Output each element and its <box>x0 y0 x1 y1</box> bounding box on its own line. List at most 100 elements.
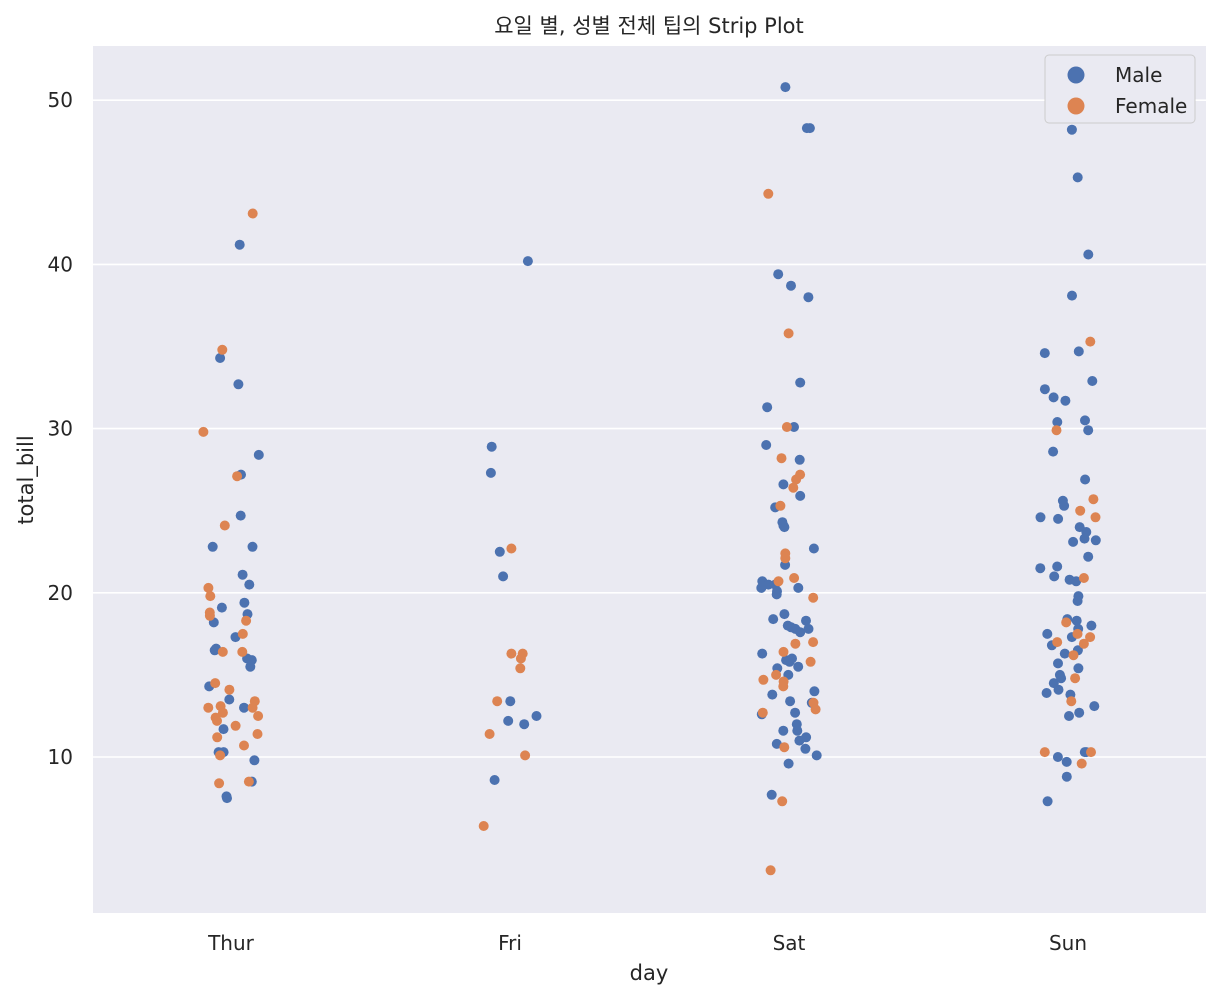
data-point-female <box>775 500 786 511</box>
data-point-male <box>519 719 530 730</box>
data-point-male <box>1052 561 1063 572</box>
data-point-female <box>757 707 768 718</box>
data-point-male <box>207 541 218 552</box>
data-point-male <box>1064 711 1074 721</box>
data-point-female <box>219 520 230 531</box>
data-point-male <box>1090 535 1101 546</box>
legend: Male Female <box>1044 54 1196 124</box>
data-point-female <box>791 474 802 485</box>
data-point-female <box>520 750 531 761</box>
data-point-male <box>1089 701 1100 712</box>
data-point-female <box>1068 650 1079 661</box>
data-point-female <box>224 684 235 695</box>
data-point-male <box>1074 707 1085 718</box>
y-tick-label: 30 <box>48 417 73 441</box>
chart-title: 요일 별, 성별 전체 팁의 Strip Plot <box>494 14 804 38</box>
data-point-male <box>234 239 245 250</box>
data-point-female <box>230 720 241 731</box>
data-point-male <box>771 589 782 600</box>
data-point-male <box>793 661 804 672</box>
data-point-male <box>779 609 790 620</box>
data-point-male <box>253 449 264 460</box>
data-point-male <box>486 441 497 452</box>
data-point-male <box>1080 474 1091 485</box>
data-point-male <box>1072 596 1083 606</box>
data-point-male <box>218 724 229 735</box>
data-point-male <box>1072 172 1083 183</box>
x-tick-label: Sat <box>773 931 806 955</box>
y-tick-label: 10 <box>48 745 73 769</box>
data-point-female <box>506 648 517 659</box>
data-point-female <box>783 328 794 339</box>
data-point-male <box>784 656 795 667</box>
data-point-male <box>494 546 505 557</box>
data-point-female <box>808 592 819 603</box>
data-point-male <box>1083 425 1094 436</box>
data-points <box>198 82 1101 876</box>
data-point-male <box>803 292 814 303</box>
data-point-male <box>522 256 533 267</box>
data-point-male <box>778 479 789 490</box>
data-point-male <box>793 582 804 593</box>
data-point-male <box>1035 512 1046 523</box>
data-point-male <box>792 725 803 736</box>
data-point-female <box>781 422 792 432</box>
data-point-male <box>780 82 791 93</box>
data-point-male <box>1039 384 1050 395</box>
data-point-male <box>811 750 822 761</box>
data-point-male <box>809 686 820 697</box>
data-point-female <box>773 576 784 587</box>
data-point-male <box>803 623 814 634</box>
data-point-male <box>531 711 542 721</box>
data-point-female <box>1070 673 1081 684</box>
y-tick-labels: 10 20 30 40 50 <box>48 88 73 769</box>
data-point-female <box>1090 512 1101 523</box>
data-point-female <box>778 681 789 692</box>
data-point-male <box>1048 392 1059 403</box>
grid-lines <box>93 99 1206 758</box>
data-point-female <box>788 482 799 493</box>
data-point-male <box>1041 688 1052 698</box>
data-point-male <box>1073 346 1084 357</box>
data-point-male <box>789 422 799 432</box>
data-point-male <box>247 541 258 552</box>
data-point-female <box>810 704 821 715</box>
data-point-male <box>1079 533 1090 544</box>
y-tick-label: 50 <box>48 88 73 112</box>
data-point-male <box>216 602 227 613</box>
data-point-male <box>1080 415 1090 426</box>
data-point-female <box>212 715 222 726</box>
data-point-female <box>789 573 800 583</box>
data-point-female <box>1072 628 1083 639</box>
data-point-female <box>210 678 221 689</box>
legend-label-male: Male <box>1115 63 1162 87</box>
data-point-male <box>1059 648 1070 659</box>
data-point-male <box>1061 771 1072 782</box>
data-point-female <box>198 426 209 437</box>
data-point-male <box>244 579 255 590</box>
y-tick-label: 20 <box>48 581 73 605</box>
data-point-male <box>489 775 500 785</box>
data-point-male <box>1086 620 1097 631</box>
data-point-female <box>778 646 789 657</box>
data-point-male <box>801 615 811 626</box>
data-point-female <box>780 553 791 564</box>
data-point-male <box>235 510 246 521</box>
data-point-female <box>492 696 503 707</box>
data-point-male <box>1060 395 1071 406</box>
data-point-male <box>779 522 790 533</box>
data-point-female <box>478 821 489 831</box>
data-point-female <box>1085 336 1096 347</box>
data-point-male <box>249 755 260 766</box>
data-point-male <box>1059 500 1070 511</box>
data-point-female <box>1051 425 1062 436</box>
data-point-female <box>1085 632 1096 643</box>
data-point-female <box>763 188 774 199</box>
data-point-male <box>794 735 805 746</box>
data-point-female <box>515 663 526 674</box>
data-point-male <box>1049 571 1060 582</box>
data-point-female <box>241 615 252 626</box>
data-point-female <box>777 796 788 807</box>
data-point-male <box>209 645 220 656</box>
